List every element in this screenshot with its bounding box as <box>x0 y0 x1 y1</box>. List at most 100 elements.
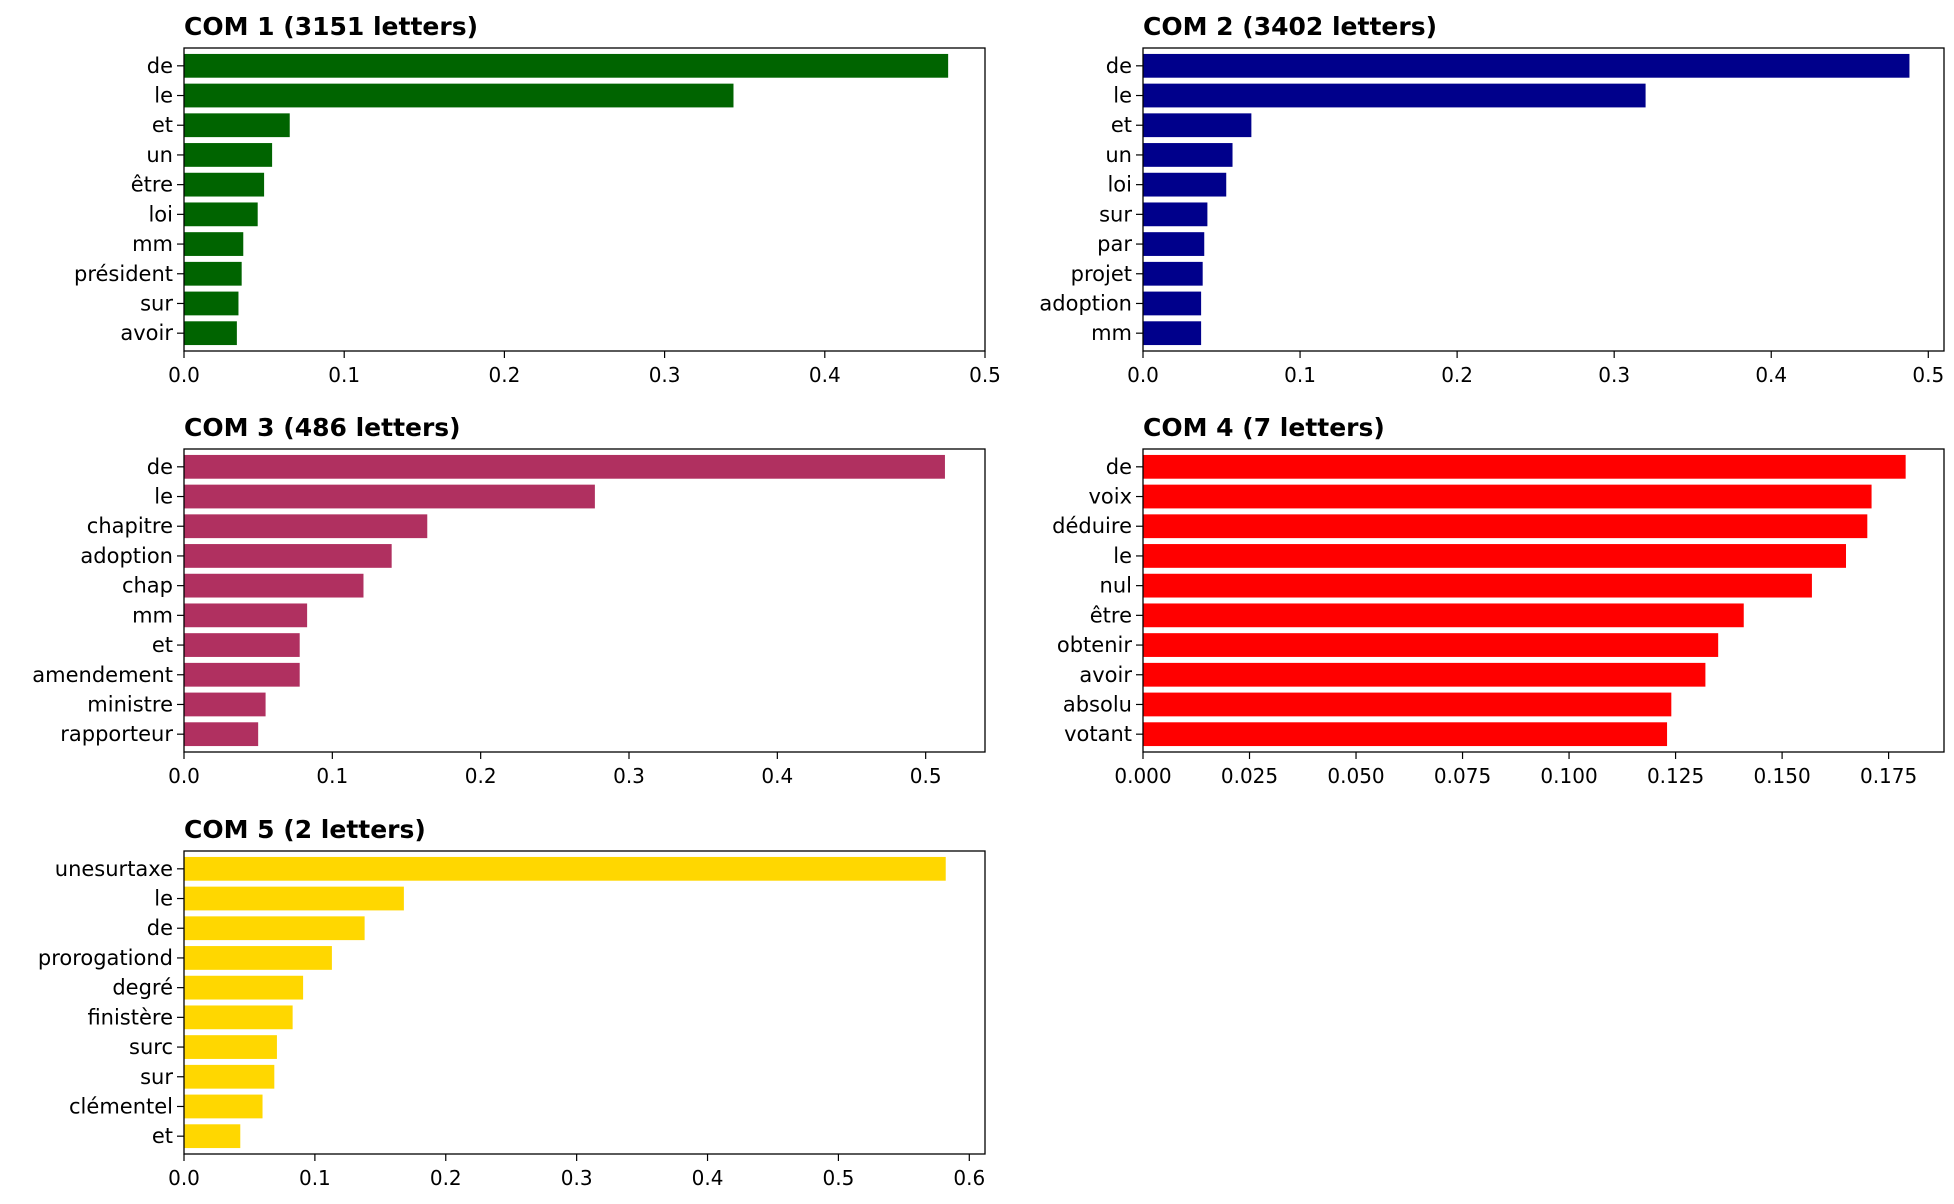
category-label: sur <box>140 291 173 315</box>
category-label: de <box>1106 455 1132 479</box>
bar <box>1143 544 1847 568</box>
x-tick-label: 0.150 <box>1753 764 1810 788</box>
chart-title: COM 1 (3151 letters) <box>184 12 478 41</box>
category-label: mm <box>132 232 173 256</box>
bar <box>1143 172 1227 197</box>
bar <box>184 1124 241 1149</box>
bar <box>184 291 239 316</box>
bar <box>184 53 949 78</box>
category-label: être <box>131 173 173 197</box>
x-tick-label: 0.4 <box>1755 363 1787 387</box>
x-tick-label: 0.5 <box>910 764 942 788</box>
category-label: président <box>74 262 173 286</box>
bar <box>184 692 266 717</box>
category-label: loi <box>148 202 173 226</box>
category-label: le <box>154 887 173 911</box>
category-label: de <box>147 54 173 78</box>
category-label: et <box>1111 113 1132 137</box>
bar <box>184 232 244 256</box>
category-label: voix <box>1088 485 1132 509</box>
x-tick-label: 0.2 <box>1441 363 1473 387</box>
category-label: sur <box>140 1065 173 1089</box>
bar <box>1143 83 1646 108</box>
x-tick-label: 0.025 <box>1221 764 1278 788</box>
category-label: et <box>152 633 173 657</box>
category-label: projet <box>1071 262 1132 286</box>
category-label: clémentel <box>69 1094 173 1118</box>
bar <box>1143 603 1744 628</box>
category-label: adoption <box>80 544 173 568</box>
bar <box>1143 291 1202 316</box>
category-label: un <box>1105 143 1132 167</box>
bar <box>1143 202 1208 227</box>
bar <box>184 143 273 167</box>
x-tick-label: 0.075 <box>1434 764 1491 788</box>
bar <box>184 544 392 568</box>
plot-frame <box>183 850 986 1155</box>
bar <box>1143 321 1202 346</box>
bar <box>1143 261 1203 286</box>
category-label: de <box>1106 54 1132 78</box>
category-label: finistère <box>87 1005 173 1029</box>
chart-panel: COM 5 (2 letters) unesurtaxe le de prorogati… <box>38 815 986 1190</box>
x-tick-label: 0.1 <box>316 764 348 788</box>
category-label: et <box>152 113 173 137</box>
bar <box>184 662 300 687</box>
category-label: rapporteur <box>60 722 173 746</box>
category-label: le <box>1113 84 1132 108</box>
bar <box>184 261 242 286</box>
x-tick-label: 0.4 <box>761 764 793 788</box>
bar <box>1143 484 1872 509</box>
category-label: nul <box>1100 574 1132 598</box>
category-label: prorogationd <box>38 946 173 970</box>
category-label: adoption <box>1039 291 1132 315</box>
plot-frame <box>183 47 986 352</box>
bar <box>184 321 237 346</box>
category-label: chapitre <box>87 514 173 538</box>
bar <box>184 633 300 657</box>
bar <box>184 722 259 747</box>
x-tick-label: 0.050 <box>1327 764 1384 788</box>
chart-title: COM 2 (3402 letters) <box>1143 12 1437 41</box>
bar <box>184 514 428 539</box>
bar <box>1143 633 1719 657</box>
category-label: absolu <box>1063 692 1132 716</box>
x-tick-label: 0.4 <box>692 1166 724 1190</box>
x-tick-label: 0.3 <box>561 1166 593 1190</box>
bar <box>184 1094 263 1119</box>
bar <box>184 573 364 598</box>
plot-frame <box>1142 47 1945 352</box>
category-label: avoir <box>1079 663 1132 687</box>
category-label: et <box>152 1124 173 1148</box>
bar <box>1143 722 1668 747</box>
category-label: votant <box>1064 722 1132 746</box>
chart-panel: COM 3 (486 letters) de le chapitre adoption c… <box>32 413 986 788</box>
bar <box>184 916 365 941</box>
x-tick-label: 0.6 <box>953 1166 985 1190</box>
x-tick-label: 0.0 <box>168 764 200 788</box>
x-tick-label: 0.2 <box>488 363 520 387</box>
x-tick-label: 0.1 <box>328 363 360 387</box>
bar <box>184 202 258 227</box>
bar <box>184 886 404 911</box>
x-tick-label: 0.0 <box>1127 363 1159 387</box>
category-label: sur <box>1099 202 1132 226</box>
chart-title: COM 5 (2 letters) <box>184 815 426 844</box>
plot-frame <box>1142 448 1945 753</box>
x-tick-label: 0.175 <box>1860 764 1917 788</box>
bar <box>184 1005 293 1030</box>
x-tick-label: 0.4 <box>809 363 841 387</box>
x-tick-label: 0.5 <box>969 363 1001 387</box>
x-tick-label: 0.3 <box>649 363 681 387</box>
x-tick-label: 0.5 <box>823 1166 855 1190</box>
bar <box>184 603 308 628</box>
x-tick-label: 0.100 <box>1540 764 1597 788</box>
bar <box>184 856 946 881</box>
x-tick-label: 0.0 <box>168 363 200 387</box>
chart-panel: COM 1 (3151 letters) de le et un être loi mm pré… <box>74 12 1001 387</box>
category-label: chap <box>122 574 173 598</box>
bar <box>184 946 332 970</box>
bar <box>184 484 595 509</box>
